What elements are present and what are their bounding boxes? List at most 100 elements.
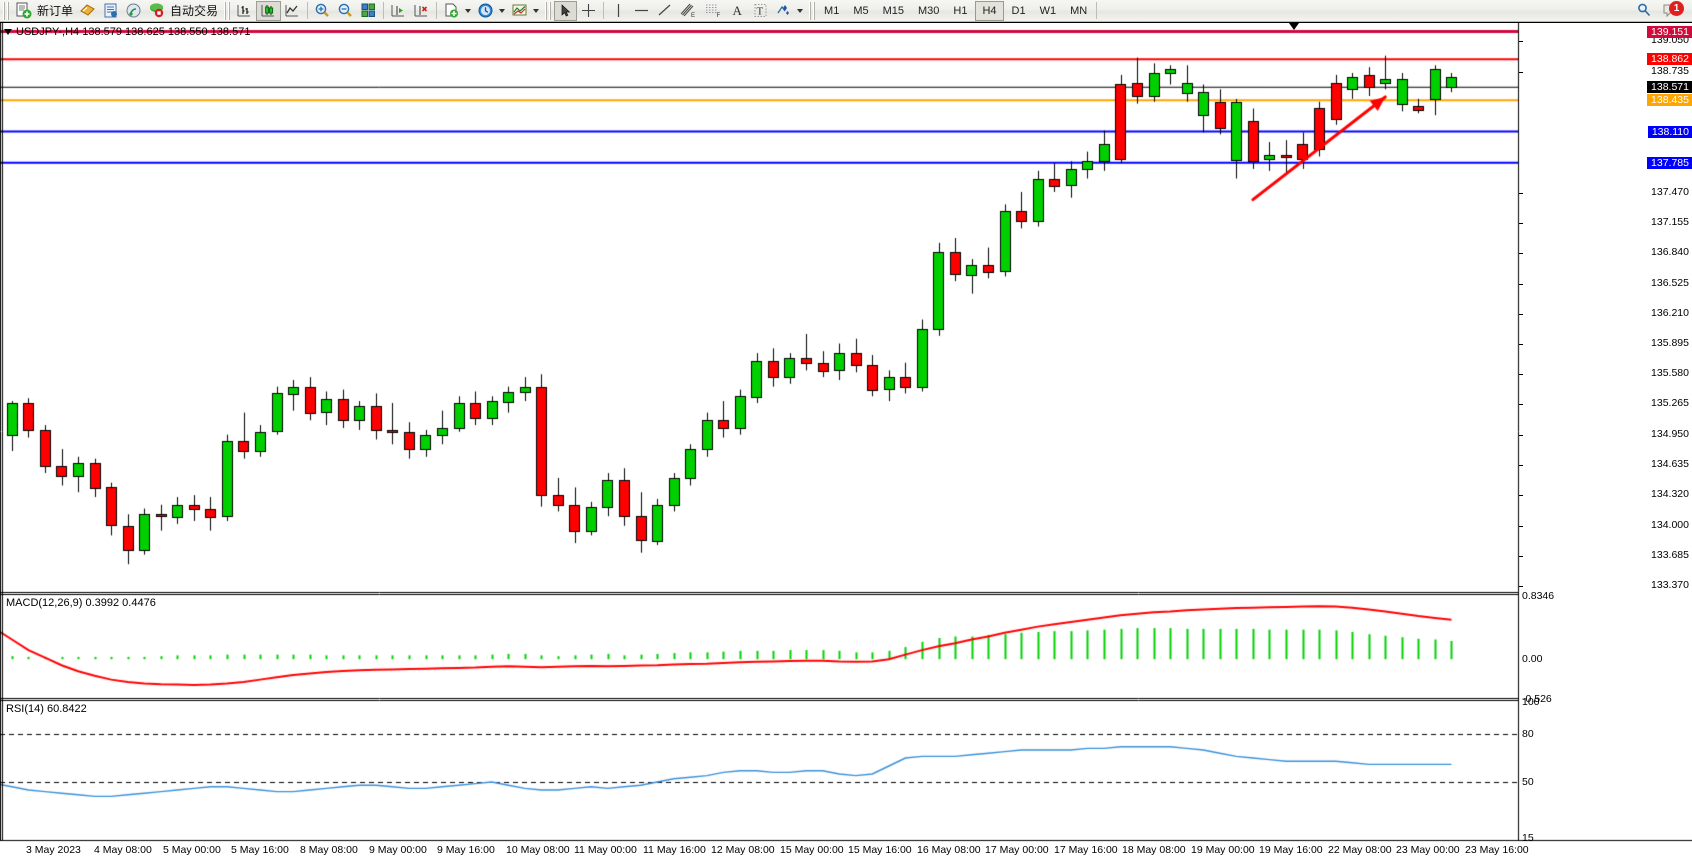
vertical-line-icon [617, 4, 620, 17]
rsi-axis-tick: 50 [1522, 776, 1534, 788]
expert-advisor-icon [80, 4, 95, 16]
timeframe-w1-button[interactable]: W1 [1039, 4, 1057, 17]
signals-icon [126, 3, 141, 18]
time-axis-tick: 23 May 00:00 [1396, 844, 1460, 856]
price-level-tag-support-line-1: 138.110 [1647, 125, 1692, 138]
price-axis-tick-mark [1519, 283, 1523, 285]
price-axis-tick: 133.685 [1651, 549, 1689, 562]
price-axis-tick: 135.580 [1651, 367, 1689, 380]
cursor-button[interactable] [554, 0, 578, 21]
price-axis-tick-mark [1519, 374, 1523, 376]
time-axis-tick: 17 May 16:00 [1054, 844, 1118, 856]
trendline-button[interactable] [653, 1, 676, 21]
horizontal-line-button[interactable] [630, 1, 653, 21]
price-axis-tick-mark [1519, 556, 1523, 558]
shift-chart-end-button[interactable] [387, 1, 410, 21]
chevron-down-icon-4[interactable] [797, 8, 804, 13]
alerts-button[interactable]: 1 [1662, 0, 1684, 20]
rsi-axis-tick: 15 [1522, 832, 1534, 844]
equidistant-channel-button[interactable]: E [676, 1, 701, 21]
crosshair-icon [582, 4, 596, 17]
line-chart-button[interactable] [281, 1, 304, 21]
timeframe-d1-button[interactable]: D1 [1011, 4, 1026, 17]
crosshair-button[interactable] [577, 1, 600, 21]
toolbar-separator-5 [1096, 2, 1098, 19]
add-indicator-button[interactable] [440, 1, 474, 21]
bar-chart-icon [237, 5, 251, 17]
price-axis-tick-mark [1519, 344, 1523, 346]
price-axis-tick: 136.525 [1651, 276, 1689, 289]
time-axis-tick: 11 May 16:00 [643, 844, 706, 856]
chart-symbol-info: USDJPY-,H4 138.579 138.625 138.550 138.5… [4, 26, 250, 38]
chevron-down-icon-3[interactable] [533, 8, 540, 13]
templates-button[interactable] [508, 1, 542, 21]
price-axis-tick-mark [1519, 313, 1523, 315]
timeframe-m5-button[interactable]: M5 [853, 4, 869, 17]
price-axis-tick: 138.735 [1651, 64, 1689, 77]
drawings-button[interactable] [772, 1, 806, 21]
price-axis-tick: 137.155 [1651, 216, 1689, 229]
price-axis-tick: 134.635 [1651, 457, 1689, 470]
time-axis-tick: 23 May 16:00 [1465, 844, 1529, 856]
toolbar-grip-4[interactable] [809, 1, 817, 20]
time-axis-tick: 19 May 00:00 [1191, 844, 1255, 856]
timeframe-h1-button[interactable]: H1 [953, 4, 968, 17]
price-level-tag-support-line-2: 137.785 [1647, 156, 1692, 169]
time-axis-tick: 5 May 16:00 [231, 844, 289, 856]
time-axis-tick: 4 May 08:00 [94, 844, 152, 856]
fibonacci-button[interactable]: F [701, 1, 726, 21]
price-axis-tick-mark [1519, 464, 1523, 466]
timeframe-mn-button[interactable]: MN [1070, 4, 1088, 17]
price-chart-canvas[interactable] [0, 23, 1692, 857]
timeframe-m1-button[interactable]: M1 [824, 4, 840, 17]
zoom-in-icon [315, 3, 329, 17]
autotrading-icon [150, 3, 164, 18]
line-chart-icon [285, 5, 299, 17]
price-axis-tick: 137.470 [1651, 185, 1689, 198]
text-button[interactable]: T [749, 1, 772, 21]
price-level-tag-bid-line: 138.571 [1647, 81, 1692, 94]
search-button[interactable] [1633, 1, 1656, 21]
candlestick-chart-button[interactable] [256, 0, 282, 21]
toolbar-separator [307, 2, 309, 19]
shift-chart-end-icon [391, 5, 405, 17]
chart-menu-triangle-icon[interactable] [4, 29, 12, 35]
price-axis-tick-mark [1519, 71, 1523, 73]
auto-scroll-button[interactable] [410, 1, 433, 21]
price-axis-tick: 136.840 [1651, 246, 1689, 259]
time-axis-tick: 15 May 00:00 [780, 844, 844, 856]
new-order-button[interactable]: 新订单 [12, 1, 76, 21]
toolbar-grip[interactable] [3, 1, 10, 20]
time-axis-tick: 11 May 00:00 [574, 844, 637, 856]
svg-text:E: E [691, 13, 695, 19]
timeframe-m15-button[interactable]: M15 [882, 4, 904, 17]
price-axis-tick: 134.950 [1651, 427, 1689, 440]
chart-shift-marker-icon[interactable] [1289, 23, 1299, 30]
macd-axis-tick: 0.8346 [1522, 590, 1555, 602]
bar-chart-button[interactable] [233, 1, 256, 21]
period-button[interactable] [474, 1, 508, 21]
data-window-button[interactable] [99, 1, 122, 21]
zoom-in-button[interactable] [311, 1, 334, 21]
autotrading-button[interactable]: 自动交易 [145, 1, 221, 21]
svg-text:F: F [717, 13, 721, 19]
chevron-down-icon[interactable] [465, 8, 472, 13]
fibonacci-icon: F [706, 4, 721, 19]
price-axis-tick: 134.320 [1651, 488, 1689, 501]
rsi-axis-tick: 100 [1522, 696, 1540, 708]
toolbar-grip-2[interactable] [224, 1, 232, 20]
timeframe-h4-button[interactable]: H4 [975, 0, 1004, 21]
macd-indicator-label: MACD(12,26,9) 0.3992 0.4476 [6, 597, 156, 609]
vertical-line-button[interactable] [607, 1, 630, 21]
svg-text:A: A [733, 3, 743, 18]
chevron-down-icon-2[interactable] [499, 8, 506, 13]
timeframe-m30-button[interactable]: M30 [918, 4, 940, 17]
chart-area[interactable]: USDJPY-,H4 138.579 138.625 138.550 138.5… [0, 22, 1692, 857]
time-axis-tick: 10 May 08:00 [506, 844, 570, 856]
tile-windows-button[interactable] [357, 1, 380, 21]
text-label-button[interactable]: A [726, 1, 749, 21]
zoom-out-button[interactable] [334, 1, 357, 21]
signals-button[interactable] [122, 1, 145, 21]
expert-advisor-button[interactable] [76, 1, 99, 21]
toolbar-grip-3[interactable] [545, 1, 553, 20]
